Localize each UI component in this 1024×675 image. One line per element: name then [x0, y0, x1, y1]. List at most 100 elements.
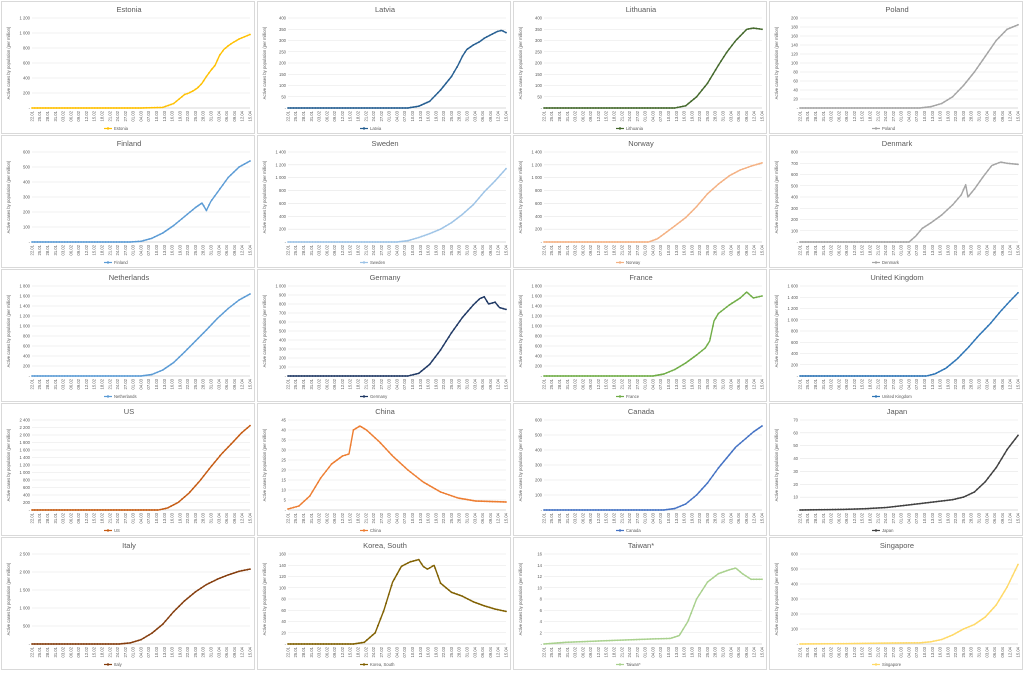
data-point	[564, 509, 567, 511]
data-point	[755, 163, 758, 166]
data-point	[42, 107, 44, 109]
data-point	[230, 573, 232, 575]
data-point	[837, 508, 840, 511]
x-tick-label: 27.02	[379, 512, 384, 523]
data-point	[415, 105, 417, 108]
data-point	[687, 102, 690, 105]
data-point	[36, 375, 39, 377]
data-point	[929, 105, 932, 108]
y-tick-label: 400	[791, 351, 799, 356]
y-axis-label: Active cases by population (per million)	[518, 26, 523, 99]
data-point	[831, 107, 834, 109]
data-point	[197, 86, 200, 89]
data-point	[853, 375, 856, 377]
x-tick-label: 03.02	[573, 378, 578, 389]
data-point	[962, 84, 965, 87]
x-tick-label: 09.04	[1000, 378, 1005, 389]
y-tick-label: 20	[281, 468, 286, 473]
data-point	[466, 310, 469, 313]
data-point	[663, 509, 665, 511]
x-tick-label: 06.02	[68, 646, 73, 657]
data-point	[714, 185, 717, 188]
data-point	[368, 241, 371, 243]
data-point	[491, 607, 494, 610]
x-tick-label: 31.03	[976, 512, 981, 523]
data-point	[303, 500, 306, 502]
data-point	[698, 351, 701, 354]
data-point	[973, 188, 976, 190]
data-point	[112, 643, 115, 645]
data-point	[1011, 162, 1014, 165]
data-point	[752, 430, 755, 433]
x-tick-label: 25.01	[37, 244, 42, 255]
data-point	[657, 509, 660, 511]
data-point	[698, 202, 701, 205]
data-point	[812, 643, 815, 645]
data-point	[605, 241, 608, 243]
data-point	[951, 95, 954, 98]
x-tick-label: 27.02	[379, 110, 384, 121]
y-tick-label: 60	[281, 608, 286, 613]
data-point	[733, 567, 736, 570]
y-tick-label: 600	[279, 201, 287, 206]
data-point	[586, 509, 589, 511]
data-point	[131, 107, 134, 109]
y-axis-label: Active cases by population (per million)	[6, 160, 11, 233]
data-point	[210, 464, 213, 467]
series-line	[288, 29, 507, 109]
data-point	[935, 104, 938, 106]
data-point	[584, 375, 586, 377]
chart-title: Italy	[122, 541, 136, 550]
x-tick-label: 16.03	[170, 512, 175, 523]
data-point	[932, 373, 935, 376]
data-point	[908, 642, 910, 644]
legend-label: United Kingdom	[882, 394, 912, 399]
y-tick-label: 800	[23, 478, 31, 483]
x-tick-label: 15.02	[92, 110, 97, 121]
data-point	[175, 359, 178, 361]
data-point	[586, 241, 589, 243]
x-tick-label: 31.01	[821, 378, 826, 389]
data-point	[466, 498, 469, 501]
data-point	[880, 107, 883, 109]
data-point	[412, 373, 415, 376]
x-tick-label: 04.03	[138, 512, 143, 523]
data-point	[752, 164, 755, 167]
y-tick-label: -	[29, 374, 31, 379]
data-point	[472, 44, 475, 46]
data-point	[134, 640, 137, 643]
x-tick-label: 15.02	[348, 378, 353, 389]
data-point	[175, 502, 178, 505]
x-tick-label: 03.04	[472, 110, 477, 121]
y-tick-label: 1 000	[20, 606, 31, 611]
y-tick-label: -	[285, 642, 287, 647]
data-point	[330, 643, 333, 645]
data-point	[483, 191, 486, 193]
legend-label: Finland	[114, 260, 128, 265]
data-point	[426, 567, 428, 570]
data-point	[306, 643, 308, 645]
x-tick-label: 09.04	[1000, 244, 1005, 255]
data-point	[638, 241, 641, 243]
data-point	[50, 509, 52, 511]
legend-marker	[362, 261, 366, 264]
data-point	[178, 500, 181, 503]
x-tick-label: 09.04	[488, 512, 493, 523]
data-point	[916, 641, 919, 644]
data-point	[831, 508, 834, 511]
data-point	[641, 509, 643, 511]
data-point	[747, 292, 750, 295]
data-point	[878, 375, 880, 377]
x-tick-label: 06.04	[736, 378, 741, 389]
data-point	[178, 98, 181, 100]
data-point	[311, 241, 314, 243]
x-tick-label: 09.04	[1000, 110, 1005, 121]
data-point	[739, 169, 742, 171]
data-point	[848, 375, 850, 377]
x-tick-label: 13.03	[162, 512, 167, 523]
y-tick-label: 400	[23, 180, 31, 185]
data-point	[289, 507, 292, 510]
y-tick-label: 600	[23, 344, 31, 349]
x-tick-label: 25.01	[549, 110, 554, 121]
